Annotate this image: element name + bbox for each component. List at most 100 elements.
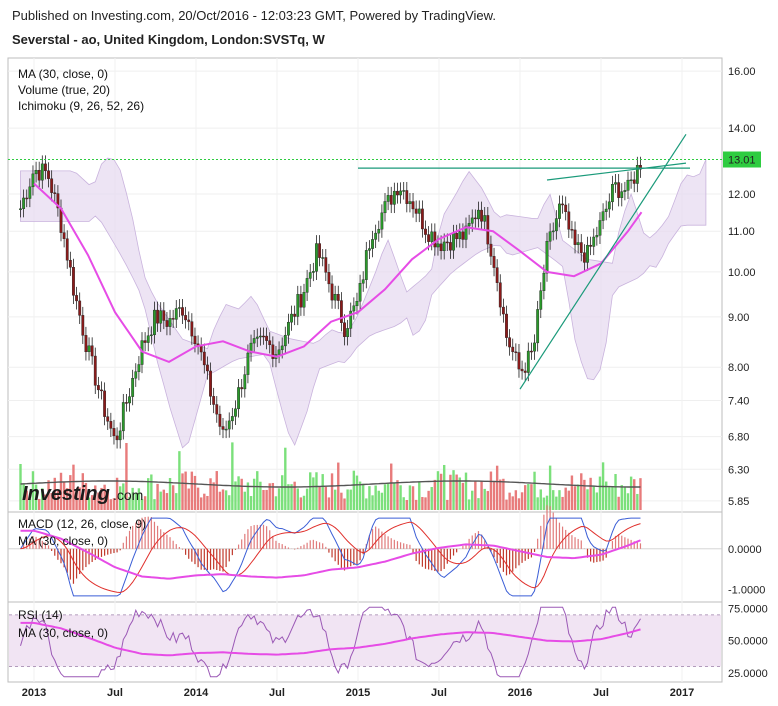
volume-bar <box>90 495 94 510</box>
legend-rsi: RSI (14) <box>18 608 63 622</box>
macd-histogram-bar <box>368 535 371 549</box>
candle-body <box>480 209 483 222</box>
macd-histogram-bar <box>122 542 124 549</box>
macd-histogram-bar <box>97 548 99 559</box>
volume-bar <box>545 495 549 510</box>
candle-body <box>324 257 328 273</box>
candle-body <box>349 310 353 329</box>
macd-histogram-bar <box>415 548 417 561</box>
volume-bar <box>390 463 393 510</box>
candle-body <box>72 267 75 296</box>
volume-bar <box>592 486 595 510</box>
candle-body <box>149 334 153 337</box>
candle-body <box>592 236 596 247</box>
candle-body <box>96 385 100 391</box>
macd-histogram-bar <box>72 548 75 584</box>
macd-histogram-bar <box>75 548 78 579</box>
volume-bar <box>542 497 546 510</box>
macd-histogram-bar <box>234 548 237 550</box>
price-axis: 16.00 14.00 12.00 11.00 10.00 9.00 8.00 7.40 6.8… <box>728 66 756 508</box>
macd-histogram-bar <box>614 535 617 549</box>
macd-histogram-bar <box>356 548 358 565</box>
volume-bar <box>495 465 499 510</box>
macd-histogram-bar <box>499 548 501 568</box>
macd-tick-label: -1.0000 <box>728 585 765 597</box>
volume-bar <box>31 471 35 510</box>
candle-body <box>383 201 387 214</box>
volume-bar <box>318 486 321 510</box>
volume-bar <box>467 499 471 510</box>
volume-bar <box>293 481 296 510</box>
volume-bar <box>66 488 69 510</box>
candle-body <box>321 257 325 259</box>
volume-bar <box>168 478 172 510</box>
macd-histogram-bar <box>393 539 395 549</box>
volume-bar <box>589 477 592 510</box>
macd-panel: 0.0000 -1.0000 <box>8 505 765 597</box>
candle-body <box>542 272 546 291</box>
rsi-panel: 75.0000 50.0000 25.0000 <box>9 603 768 680</box>
candle-body <box>380 212 384 230</box>
macd-histogram-bar <box>586 548 589 558</box>
candle-body <box>252 338 256 344</box>
volume-bar <box>527 484 530 510</box>
macd-histogram-bar <box>515 548 517 569</box>
candle-body <box>146 335 150 343</box>
macd-histogram-bar <box>362 548 364 555</box>
time-axis: 2013 Jul 2014 Jul 2015 Jul 2016 Jul 2017 <box>22 687 694 699</box>
candle-body <box>551 230 555 233</box>
macd-histogram-bar <box>477 531 480 549</box>
candle-body <box>296 294 300 317</box>
macd-histogram-bar <box>54 548 56 556</box>
macd-histogram-bar <box>181 548 184 550</box>
candle-body <box>243 374 247 390</box>
volume-bar <box>190 471 194 510</box>
macd-histogram-bar <box>256 524 258 549</box>
volume-bar <box>570 475 574 510</box>
ichimoku-cloud <box>20 157 707 449</box>
candle-body <box>118 430 122 441</box>
macd-histogram-bar <box>244 533 246 549</box>
volume-bar <box>203 493 206 510</box>
macd-histogram-bar <box>284 545 286 549</box>
candle-body <box>290 313 293 323</box>
macd-histogram-bar <box>618 534 620 549</box>
macd-histogram-bar <box>328 548 330 553</box>
candle-body <box>442 241 446 252</box>
volume-bar <box>53 477 56 510</box>
volume-bar <box>109 499 113 510</box>
macd-histogram-bar <box>543 514 545 549</box>
price-candles <box>19 155 642 449</box>
macd-histogram-bar <box>406 544 408 549</box>
volume-bar <box>433 479 437 510</box>
candle-body <box>567 211 571 230</box>
volume-bar <box>580 473 583 510</box>
macd-signal-line <box>20 521 641 594</box>
candle-body <box>153 309 156 336</box>
candle-body <box>271 344 275 359</box>
volume-bar <box>620 485 623 510</box>
volume-bar <box>312 477 315 510</box>
candle-body <box>492 256 496 268</box>
volume-bar <box>517 498 521 510</box>
macd-histogram-bar <box>565 529 567 549</box>
candle-body <box>386 195 390 202</box>
candle-body <box>156 309 159 324</box>
macd-histogram-bar <box>340 548 342 568</box>
candle-body <box>601 211 605 221</box>
candle-body <box>377 228 381 234</box>
candle-body <box>505 313 508 338</box>
macd-histogram-bar <box>300 546 302 549</box>
rsi-tick-label: 50.0000 <box>728 636 768 648</box>
macd-histogram-bar <box>462 546 464 549</box>
candle-body <box>623 190 627 192</box>
macd-histogram-bar <box>303 544 305 549</box>
candle-body <box>227 420 231 430</box>
candle-body <box>607 201 611 210</box>
candle-body <box>389 195 393 205</box>
candle-body <box>62 232 66 239</box>
legend-ichimoku: Ichimoku (9, 26, 52, 26) <box>18 99 144 113</box>
candle-body <box>206 364 209 372</box>
candle-body <box>165 320 169 327</box>
